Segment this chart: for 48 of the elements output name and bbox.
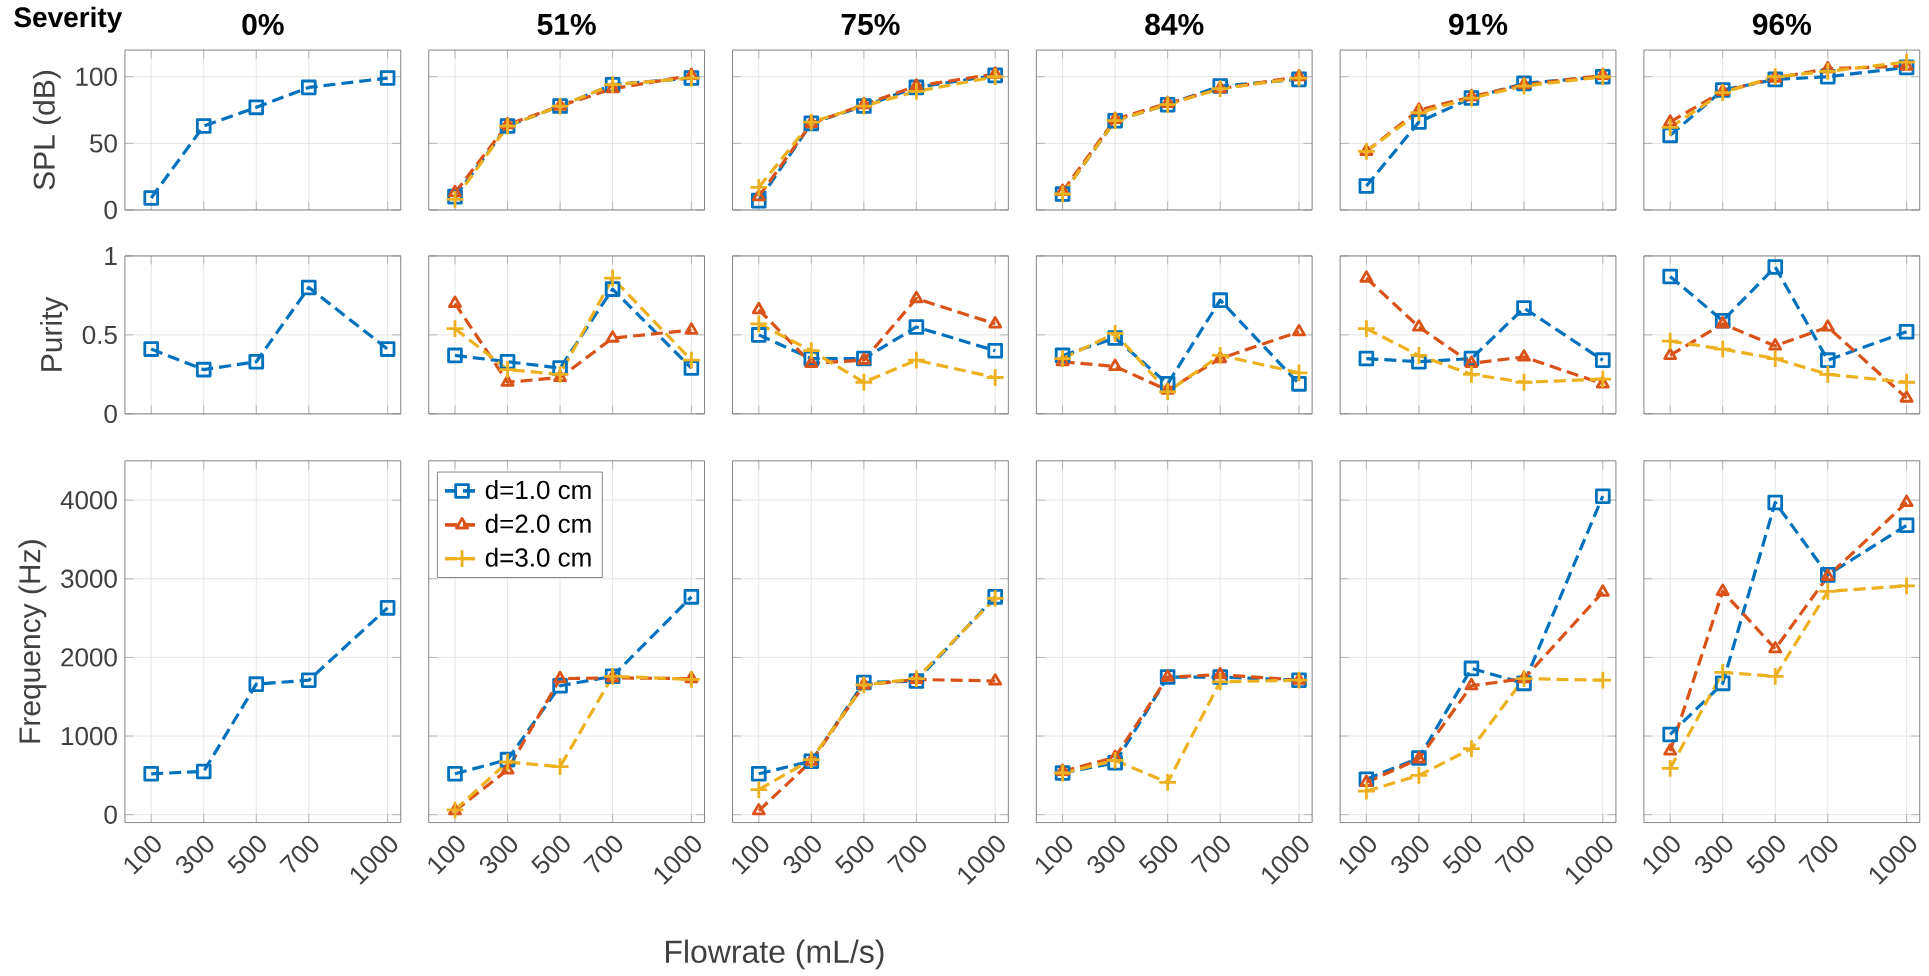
x-tick-label: 100: [1339, 835, 1376, 875]
y-tick-label: 1000: [62, 726, 117, 746]
x-tick-label: 100: [732, 835, 769, 875]
x-tick-label: 100: [1643, 835, 1680, 875]
x-tick-label: 700: [1494, 835, 1534, 873]
y-tick-label: 0: [104, 404, 117, 424]
y-axis-title: SPL (dB): [32, 71, 61, 190]
chart-title: 51%: [537, 13, 596, 36]
x-tick-label: 500: [1138, 835, 1178, 874]
x-axis-title: Flowrate (mL/s): [666, 939, 884, 970]
chart-title: 0%: [242, 13, 284, 36]
x-tick-label: 300: [783, 835, 821, 874]
x-tick-label: 700: [886, 835, 927, 873]
x-tick-label: 300: [1695, 835, 1733, 874]
y-axis-title: Purity: [40, 296, 69, 371]
x-tick-label: 300: [176, 835, 214, 874]
x-tick-label: 500: [1442, 835, 1482, 874]
x-tick-label: 300: [479, 835, 518, 874]
y-tick-label: 100: [76, 67, 117, 86]
y-tick-label: 3000: [61, 569, 117, 588]
x-tick-label: 700: [279, 835, 319, 873]
chart-title: 75%: [841, 13, 900, 36]
y-tick-label: 4000: [60, 490, 117, 510]
x-tick-label: 300: [1391, 835, 1429, 874]
y-tick-label: 0.5: [82, 325, 117, 345]
legend-label: d=2.0 cm: [485, 513, 591, 533]
x-tick-label: 700: [583, 835, 623, 873]
y-tick-label: 0: [104, 805, 117, 824]
x-tick-label: 500: [531, 835, 570, 874]
y-tick-label: 50: [90, 134, 117, 153]
x-tick-label: 500: [1746, 835, 1785, 874]
x-tick-label: 300: [1087, 835, 1125, 874]
text: Severity: [14, 6, 123, 33]
x-tick-label: 500: [227, 835, 266, 874]
legend-label: d=3.0 cm: [485, 547, 591, 567]
y-tick-label: 0: [104, 200, 117, 220]
x-tick-label: 100: [428, 835, 465, 875]
y-tick-label: 2000: [61, 648, 117, 667]
y-tick-label: 1: [105, 247, 117, 265]
x-tick-label: 700: [1190, 835, 1230, 873]
x-tick-label: 500: [834, 835, 874, 874]
x-tick-label: 100: [1035, 835, 1073, 875]
chart-title: 84%: [1145, 13, 1204, 36]
chart-title: 91%: [1449, 13, 1508, 36]
y-axis-title: Frequency (Hz): [18, 540, 47, 743]
chart-title: 96%: [1752, 13, 1812, 36]
x-tick-label: 700: [1798, 835, 1838, 873]
legend-label: d=1.0 cm: [485, 480, 591, 500]
